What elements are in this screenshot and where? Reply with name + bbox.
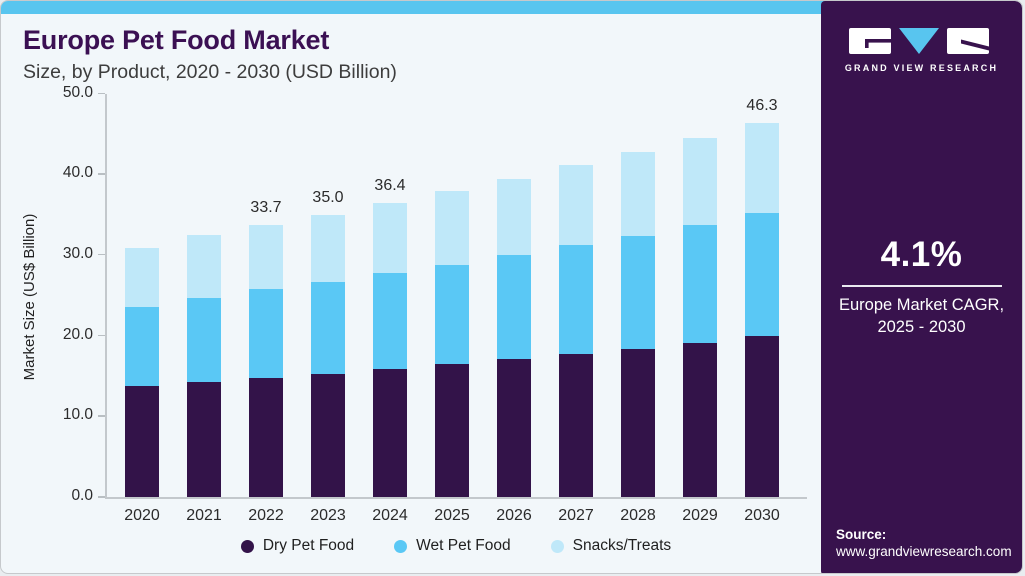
legend-item-snacks-treats: Snacks/Treats (550, 537, 672, 555)
x-axis-category-label: 2023 (310, 507, 346, 524)
y-axis-tick-label: 30.0 (62, 244, 93, 262)
bar-segment-wet-pet-food (435, 264, 469, 364)
chart-title: Europe Pet Food Market (23, 25, 330, 55)
bar-segment-wet-pet-food (187, 297, 221, 382)
cagr-divider (841, 285, 1002, 287)
brand-sidebar: GRAND VIEW RESEARCH 4.1% Europe Market C… (821, 1, 1022, 573)
bar-segment-snacks-treats (559, 165, 593, 246)
gvr-logo-icon (848, 28, 989, 54)
x-axis-category-label: 2024 (372, 507, 408, 524)
x-axis-category-label: 2020 (124, 507, 160, 524)
x-axis-category-label: 2030 (744, 507, 780, 524)
x-axis-line (105, 497, 807, 499)
cagr-value: 4.1% (880, 235, 963, 274)
gvr-logo-text: GRAND VIEW RESEARCH (844, 63, 999, 73)
y-axis-tick-mark (98, 415, 105, 417)
bar-segment-wet-pet-food (249, 288, 283, 378)
x-axis-category-label: 2021 (186, 507, 222, 524)
bar-segment-dry-pet-food (311, 373, 345, 497)
y-axis-tick-mark (98, 496, 105, 498)
top-accent-strip (1, 1, 825, 14)
source-url: www.grandviewresearch.com (836, 544, 1012, 559)
x-axis-category-label: 2029 (682, 507, 718, 524)
bar-segment-dry-pet-food (249, 377, 283, 497)
bar-segment-wet-pet-food (311, 281, 345, 374)
bar-segment-snacks-treats (435, 191, 469, 265)
bar-segment-snacks-treats (125, 248, 159, 308)
bar-segment-wet-pet-food (125, 307, 159, 387)
bar-segment-dry-pet-food (373, 368, 407, 497)
x-axis-category-label: 2025 (434, 507, 470, 524)
y-axis-tick-label: 50.0 (62, 83, 93, 101)
bar-total-label: 46.3 (746, 97, 778, 115)
legend-label: Snacks/Treats (572, 537, 672, 554)
cagr-label-line2: 2025 - 2030 (877, 317, 966, 336)
x-axis-category-label: 2027 (558, 507, 594, 524)
bar-segment-snacks-treats (745, 123, 779, 213)
bar-segment-dry-pet-food (435, 363, 469, 497)
legend-item-dry-pet-food: Dry Pet Food (240, 537, 355, 555)
bar-total-label: 36.4 (374, 177, 406, 195)
cagr-block: 4.1% Europe Market CAGR, 2025 - 2030 (821, 235, 1022, 339)
legend-dot-icon (394, 539, 408, 553)
legend-label: Dry Pet Food (262, 537, 355, 554)
y-axis-tick-mark (98, 334, 105, 337)
bar-segment-wet-pet-food (497, 254, 531, 359)
bar-segment-wet-pet-food (373, 273, 407, 369)
bar-segment-wet-pet-food (683, 225, 717, 343)
bar-segment-snacks-treats (249, 225, 283, 289)
bar-segment-dry-pet-food (745, 336, 779, 497)
source-block: Source: www.grandviewresearch.com (836, 527, 1012, 559)
bar-segment-snacks-treats (497, 179, 531, 255)
y-axis-tick-label: 10.0 (62, 406, 93, 424)
bar-segment-dry-pet-food (187, 381, 221, 497)
y-axis-tick-label: 0.0 (71, 487, 93, 504)
bar-segment-wet-pet-food (745, 212, 779, 337)
bar-segment-dry-pet-food (125, 386, 159, 497)
y-axis-tick-label: 20.0 (62, 325, 93, 343)
bar-total-label: 35.0 (312, 188, 344, 206)
chart-panel: Europe Pet Food Market Size, by Product,… (1, 1, 825, 573)
bar-segment-snacks-treats (621, 152, 655, 236)
bar-segment-snacks-treats (373, 203, 407, 274)
bar-segment-snacks-treats (187, 234, 221, 298)
bar-segment-snacks-treats (683, 137, 717, 226)
y-axis-tick-mark (98, 253, 105, 256)
bar-segment-dry-pet-food (497, 359, 531, 497)
legend-label: Wet Pet Food (416, 537, 511, 554)
source-label: Source: (836, 527, 887, 542)
x-axis-category-label: 2028 (620, 507, 656, 524)
chart-legend: Dry Pet Food Wet Pet Food Snacks/Treats (105, 537, 807, 555)
bar-segment-snacks-treats (311, 214, 345, 282)
legend-dot-icon (550, 539, 564, 553)
legend-item-wet-pet-food: Wet Pet Food (394, 537, 511, 555)
bar-segment-wet-pet-food (559, 245, 593, 355)
chart-subtitle: Size, by Product, 2020 - 2030 (USD Billi… (23, 61, 397, 83)
bar-segment-dry-pet-food (621, 348, 655, 497)
cagr-label-line1: Europe Market CAGR, (838, 296, 1005, 314)
bar-segment-dry-pet-food (683, 342, 717, 497)
y-axis-tick-label: 40.0 (62, 164, 93, 182)
gvr-logo (821, 27, 1022, 62)
y-axis-tick-mark (98, 92, 105, 94)
x-axis-category-label: 2022 (248, 507, 284, 524)
legend-dot-icon (240, 539, 254, 553)
stacked-bar-chart: 0.0 10.0 20.0 30.0 40.0 50.0 2020 2021 2022 33.7 2… (1, 1, 825, 573)
bar-total-label: 33.7 (250, 199, 282, 217)
y-axis-tick-mark (98, 173, 105, 175)
bar-segment-wet-pet-food (621, 235, 655, 349)
y-axis-line (105, 93, 107, 497)
bar-segment-dry-pet-food (559, 354, 593, 497)
x-axis-category-label: 2026 (496, 507, 532, 524)
